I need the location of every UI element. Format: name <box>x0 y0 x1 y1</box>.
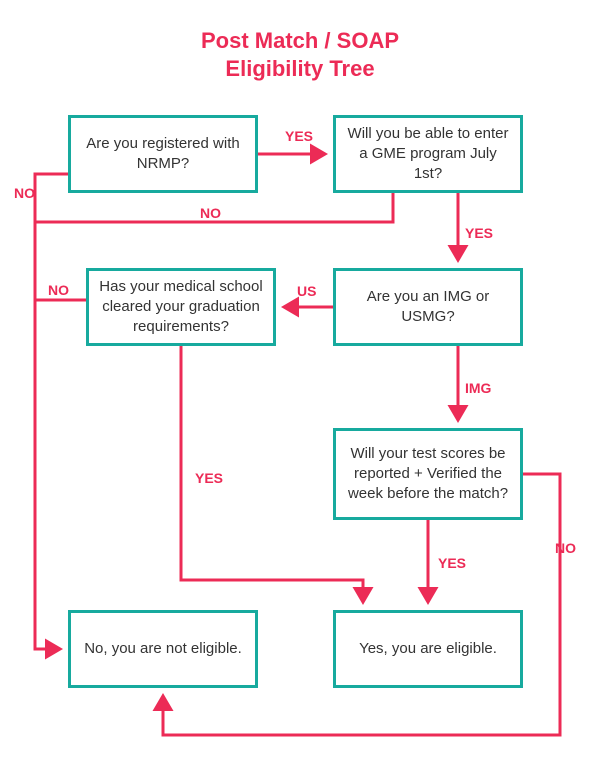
node-text: Will you be able to enter a GME program … <box>346 124 510 185</box>
node-not-eligible: No, you are not eligible. <box>68 610 258 688</box>
label-no-gme: NO <box>200 205 221 221</box>
node-nrmp: Are you registered with NRMP? <box>68 115 258 193</box>
node-text: Yes, you are eligible. <box>359 639 497 659</box>
node-text: Are you an IMG or USMG? <box>346 287 510 328</box>
node-scores: Will your test scores be reported + Veri… <box>333 428 523 520</box>
title-line-2: Eligibility Tree <box>0 56 600 82</box>
title-line-1: Post Match / SOAP <box>0 28 600 54</box>
label-yes-nrmp-gme: YES <box>285 128 313 144</box>
node-img-usmg: Are you an IMG or USMG? <box>333 268 523 346</box>
label-yes-gme: YES <box>465 225 493 241</box>
label-img: IMG <box>465 380 491 396</box>
label-us: US <box>297 283 316 299</box>
eligibility-flowchart: Post Match / SOAP Eligibility Tree Are y… <box>0 0 600 776</box>
label-no-scores: NO <box>555 540 576 556</box>
label-yes-medschool: YES <box>195 470 223 486</box>
node-text: No, you are not eligible. <box>84 639 242 659</box>
node-eligible: Yes, you are eligible. <box>333 610 523 688</box>
label-yes-scores: YES <box>438 555 466 571</box>
node-gme: Will you be able to enter a GME program … <box>333 115 523 193</box>
label-no-medschool: NO <box>48 282 69 298</box>
node-medschool: Has your medical school cleared your gra… <box>86 268 276 346</box>
node-text: Are you registered with NRMP? <box>81 134 245 175</box>
node-text: Has your medical school cleared your gra… <box>99 277 263 338</box>
label-no-nrmp: NO <box>14 185 35 201</box>
node-text: Will your test scores be reported + Veri… <box>346 444 510 505</box>
